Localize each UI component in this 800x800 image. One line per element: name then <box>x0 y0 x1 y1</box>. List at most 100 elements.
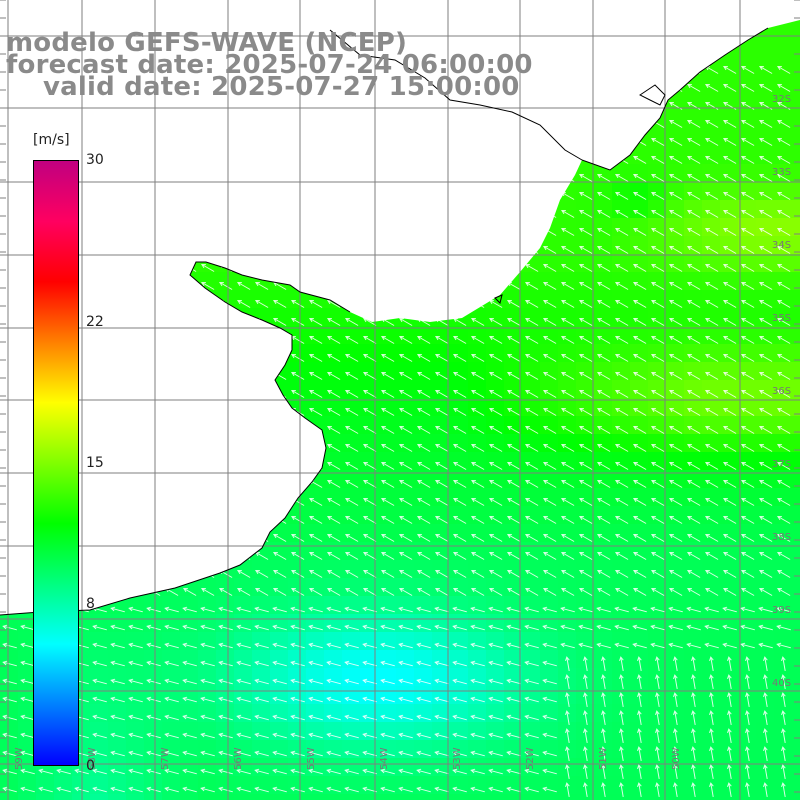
wind-arrow <box>776 407 791 416</box>
wind-cell <box>648 308 667 327</box>
title-valid-date: valid date: 2025-07-27 15:00:00 <box>6 72 520 102</box>
wind-arrow <box>650 191 665 200</box>
wind-arrow <box>758 299 773 308</box>
wind-arrow <box>2 642 17 649</box>
wind-cell <box>738 218 757 237</box>
wind-arrow <box>542 515 557 524</box>
wind-arrow <box>362 443 377 452</box>
wind-arrow <box>704 191 719 200</box>
wind-arrow <box>614 335 629 344</box>
wind-arrow <box>308 533 323 542</box>
wind-arrow <box>686 119 701 128</box>
wind-cell <box>90 794 109 800</box>
wind-arrow <box>326 407 341 416</box>
wind-cell <box>684 272 703 291</box>
wind-cell <box>558 272 577 291</box>
wind-arrow <box>488 425 503 434</box>
wind-cell <box>774 38 793 57</box>
wind-arrow <box>362 533 377 542</box>
wind-cell <box>414 794 433 800</box>
wind-cell <box>396 452 415 471</box>
wind-cell <box>720 56 739 75</box>
wind-arrow <box>776 191 791 200</box>
wind-arrow <box>416 569 431 578</box>
wind-arrow <box>614 425 629 434</box>
wind-arrow <box>524 750 539 757</box>
wind-cell <box>576 794 595 800</box>
wind-arrow <box>691 782 696 797</box>
lat-label-39S: 39S <box>772 605 792 616</box>
wind-cell <box>612 362 631 381</box>
wind-cell <box>360 542 379 561</box>
wind-arrow <box>416 479 431 488</box>
wind-arrow <box>709 674 714 689</box>
wind-arrow <box>506 353 521 362</box>
wind-cell <box>756 380 775 399</box>
wind-arrow <box>452 569 467 578</box>
wind-cell <box>432 380 451 399</box>
wind-cell <box>432 416 451 435</box>
wind-cell <box>792 524 800 543</box>
wind-cell <box>432 524 451 543</box>
wind-cell <box>612 524 631 543</box>
wind-arrow <box>560 425 575 434</box>
wind-cell <box>630 524 649 543</box>
wind-cell <box>378 794 397 800</box>
wind-cell <box>432 488 451 507</box>
wind-arrow <box>686 299 701 308</box>
wind-arrow <box>362 479 377 488</box>
wind-cell <box>756 542 775 561</box>
wind-cell <box>774 344 793 363</box>
wind-arrow <box>542 624 557 631</box>
wind-cell <box>558 200 577 219</box>
wind-cell <box>414 470 433 489</box>
wind-arrow <box>488 389 503 398</box>
wind-arrow <box>524 606 539 613</box>
wind-arrow <box>398 696 413 703</box>
wind-arrow <box>200 660 215 667</box>
wind-cell <box>702 326 721 345</box>
wind-cell <box>432 470 451 489</box>
wind-arrow <box>614 227 629 236</box>
wind-cell <box>774 146 793 165</box>
wind-arrow <box>524 660 539 667</box>
wind-cell <box>756 452 775 471</box>
wind-cell <box>522 362 541 381</box>
wind-cell <box>720 272 739 291</box>
wind-cell <box>270 542 289 561</box>
wind-cell <box>558 380 577 399</box>
wind-cell <box>738 524 757 543</box>
wind-arrow <box>709 746 714 761</box>
wind-arrow <box>416 497 431 506</box>
wind-cell <box>720 74 739 93</box>
wind-cell <box>558 794 577 800</box>
wind-arrow <box>506 551 521 560</box>
wind-arrow <box>596 281 611 290</box>
wind-arrow <box>488 479 503 488</box>
wind-arrow <box>776 515 791 524</box>
wind-cell <box>540 416 559 435</box>
wind-cell <box>738 488 757 507</box>
wind-arrow <box>344 443 359 452</box>
wind-arrow <box>560 624 575 631</box>
wind-arrow <box>740 425 755 434</box>
wind-arrow <box>542 461 557 470</box>
wind-arrow <box>308 317 323 326</box>
wind-cell <box>774 200 793 219</box>
wind-cell <box>306 560 325 579</box>
wind-cell <box>792 506 800 525</box>
wind-cell <box>756 488 775 507</box>
wind-arrow <box>56 786 71 793</box>
wind-arrow <box>740 209 755 218</box>
wind-arrow <box>596 642 611 649</box>
wind-arrow <box>560 642 575 649</box>
wind-cell <box>792 398 800 417</box>
wind-cell <box>324 524 343 543</box>
wind-arrow <box>326 768 341 775</box>
wind-cell <box>468 434 487 453</box>
wind-arrow <box>20 732 35 739</box>
wind-arrow <box>596 371 611 380</box>
wind-arrow <box>655 728 660 743</box>
wind-arrow <box>380 551 395 560</box>
wind-arrow <box>416 732 431 739</box>
